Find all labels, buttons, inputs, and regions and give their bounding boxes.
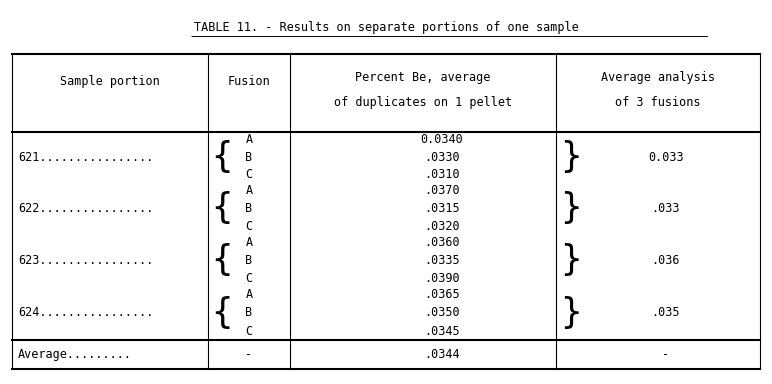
Text: Sample portion: Sample portion (60, 75, 160, 88)
Text: .033: .033 (652, 202, 680, 215)
Text: .0335: .0335 (424, 254, 460, 266)
Text: of duplicates on 1 pellet: of duplicates on 1 pellet (334, 96, 512, 109)
Text: A: A (245, 288, 252, 301)
Text: 0.033: 0.033 (648, 151, 684, 164)
Text: 623................: 623................ (18, 254, 153, 266)
Text: 0.0340: 0.0340 (421, 134, 463, 146)
Text: 622................: 622................ (18, 202, 153, 215)
Text: A: A (245, 235, 252, 248)
Text: .0350: .0350 (424, 306, 460, 319)
Text: Fusion: Fusion (228, 75, 270, 88)
Text: }: } (560, 296, 581, 330)
Text: .0320: .0320 (424, 220, 460, 233)
Text: .0390: .0390 (424, 272, 460, 285)
Text: TABLE 11. - Results on separate portions of one sample: TABLE 11. - Results on separate portions… (194, 21, 578, 34)
Text: .0330: .0330 (424, 151, 460, 164)
Text: .0360: .0360 (424, 235, 460, 248)
Text: {: { (212, 296, 233, 330)
Text: {: { (212, 141, 233, 174)
Text: of 3 fusions: of 3 fusions (615, 96, 701, 109)
Text: {: { (212, 243, 233, 277)
Text: Percent Be, average: Percent Be, average (355, 71, 490, 84)
Text: 621................: 621................ (18, 151, 153, 164)
Text: .0365: .0365 (424, 288, 460, 301)
Text: A: A (245, 184, 252, 197)
Text: .0310: .0310 (424, 169, 460, 181)
Text: A: A (245, 134, 252, 146)
Text: .036: .036 (652, 254, 680, 266)
Text: 624................: 624................ (18, 306, 153, 319)
Text: C: C (245, 272, 252, 285)
Text: B: B (245, 254, 252, 266)
Text: B: B (245, 151, 252, 164)
Text: B: B (245, 202, 252, 215)
Text: .0345: .0345 (424, 325, 460, 338)
Text: .0344: .0344 (424, 348, 460, 361)
Text: .0370: .0370 (424, 184, 460, 197)
Text: }: } (560, 243, 581, 277)
Text: C: C (245, 325, 252, 338)
Text: .035: .035 (652, 306, 680, 319)
Text: Average analysis: Average analysis (601, 71, 715, 84)
Text: C: C (245, 169, 252, 181)
Text: B: B (245, 306, 252, 319)
Text: Average.........: Average......... (18, 348, 132, 361)
Text: -: - (662, 348, 669, 361)
Text: -: - (245, 348, 252, 361)
Text: }: } (560, 141, 581, 174)
Text: }: } (560, 191, 581, 225)
Text: .0315: .0315 (424, 202, 460, 215)
Text: C: C (245, 220, 252, 233)
Text: {: { (212, 191, 233, 225)
